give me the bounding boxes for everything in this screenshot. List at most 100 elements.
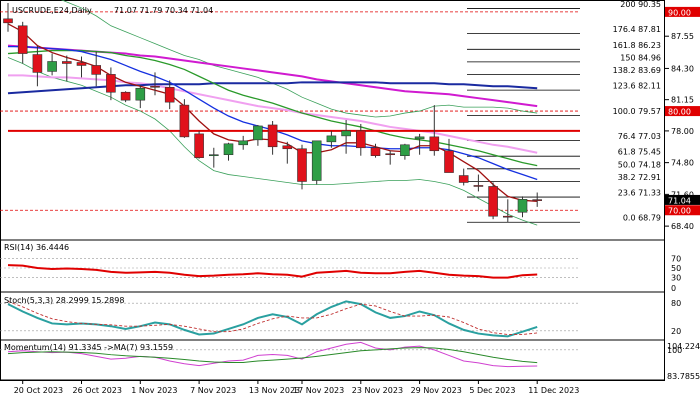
rsi-tick-label: 0 — [671, 284, 676, 293]
candle-body — [17, 25, 28, 54]
time-tick-label: 20 Oct 2023 — [14, 386, 63, 395]
time-tick-label: 11 Dec 2023 — [528, 386, 579, 395]
time-tick-label: 23 Nov 2023 — [352, 386, 403, 395]
chart-frame — [0, 0, 665, 381]
rsi-tick-label: 50 — [671, 264, 681, 273]
stoch-tick-label: 20 — [671, 327, 681, 336]
candle-body — [532, 199, 543, 201]
candle-body — [223, 143, 234, 156]
candle-body — [135, 87, 146, 101]
candle-body — [502, 215, 513, 218]
fib-label: 76.4 77.03 — [618, 132, 661, 141]
momentum-tick-label: 83.7855 — [667, 372, 700, 381]
fib-label: 200 90.35 — [620, 0, 661, 9]
time-tick-label: 5 Dec 2023 — [469, 386, 515, 395]
momentum-tick-label: 104.2248 — [667, 342, 700, 351]
fib-label: 161.8 86.23 — [613, 41, 661, 50]
fib-label: 100.0 79.57 — [613, 107, 661, 116]
candle-body — [253, 125, 263, 141]
price-tick-label: 78.00 — [671, 127, 694, 136]
price-tick-label: 68.40 — [671, 222, 694, 231]
candle-body — [370, 147, 381, 157]
indicator-panels — [0, 258, 580, 368]
candle-body — [444, 150, 454, 173]
fibonacci-levels: 200 90.35 176.4 87.81 161.8 86.23 150 84.96… — [0, 0, 661, 223]
candle-body — [517, 199, 528, 213]
red-price-tag-label: 90.00 — [668, 8, 691, 17]
price-tick-label: 81.15 — [671, 96, 694, 105]
candle-body — [297, 148, 307, 182]
candle-body — [429, 136, 440, 152]
momentum-tick-label: 100 — [667, 346, 682, 355]
price-tick-label: 87.55 — [671, 32, 694, 41]
fib-label: 0.0 68.79 — [623, 214, 661, 223]
candle-body — [341, 130, 351, 137]
red-price-tag — [665, 205, 700, 216]
stoch-title: Stoch(5,3,3) 28.2999 15.2898 — [4, 296, 124, 305]
momentum-ma-line — [7, 347, 538, 364]
price-tags: 90.00 80.00 70.00 71.04 — [665, 6, 700, 216]
candle-body — [473, 185, 484, 187]
bollinger-upper-line — [60, 0, 538, 118]
candle-body — [194, 133, 204, 158]
candle-body — [326, 135, 337, 143]
fib-label: 138.2 83.69 — [613, 66, 661, 75]
red-price-tag-label: 80.00 — [668, 108, 691, 117]
bollinger-lower-line — [7, 57, 538, 226]
candle-body — [91, 65, 101, 75]
time-tick-label: 29 Nov 2023 — [411, 386, 462, 395]
fib-label: 61.8 75.45 — [618, 148, 661, 157]
fib-label: 150 84.96 — [620, 53, 661, 62]
candle-body — [61, 61, 72, 64]
time-tick-label: 1 Nov 2023 — [131, 386, 177, 395]
rsi-title: RSI(14) 36.4446 — [4, 243, 69, 252]
stoch-tick-label: 80 — [671, 299, 681, 308]
fib-label: 123.6 82.11 — [613, 82, 661, 91]
chart-header-symbol: USCRUDE,E24,Daily — [12, 6, 92, 15]
red-price-tag — [665, 106, 700, 117]
magenta-ma-line — [7, 44, 538, 108]
candle-body — [385, 153, 396, 156]
candle-body — [458, 175, 469, 183]
price-tick-label: 74.80 — [671, 159, 694, 168]
rsi-tick-label: 70 — [671, 254, 681, 263]
navy-ma-line — [7, 81, 538, 95]
candle-body — [311, 140, 322, 181]
chart-header-ohlc: 71.07 71.79 70.34 71.04 — [114, 6, 213, 15]
plot-border — [0, 0, 665, 381]
candle-body — [488, 186, 498, 217]
candle-body — [32, 54, 43, 73]
candle-body — [76, 62, 87, 66]
candle-body — [106, 74, 116, 93]
candle-body — [355, 130, 366, 149]
candle-body — [150, 85, 160, 88]
stoch-d-line — [7, 300, 538, 335]
candle-body — [267, 124, 278, 148]
candle-body — [179, 104, 190, 138]
time-tick-label: 17 Nov 2023 — [293, 386, 344, 395]
momentum-line — [7, 341, 538, 368]
price-tick-label: 84.30 — [671, 64, 694, 73]
fib-label: 176.4 87.81 — [613, 25, 661, 34]
axes: 87.5584.3081.1578.0074.8071.6068.4070503… — [14, 32, 700, 395]
fib-label: 23.6 71.33 — [618, 189, 661, 198]
candle-body — [400, 144, 410, 157]
last-price-label: 71.04 — [668, 196, 691, 205]
last-price-tag — [665, 194, 700, 205]
time-tick-label: 13 Nov 2023 — [249, 386, 300, 395]
fib-label: 38.2 72.91 — [618, 173, 661, 182]
time-tick-label: 26 Oct 2023 — [73, 386, 122, 395]
candle-body — [282, 145, 293, 150]
rsi-line — [7, 264, 538, 279]
blue-ma-line — [8, 45, 538, 181]
candle-body — [164, 86, 175, 103]
fib-label: 50.0 74.18 — [618, 160, 661, 169]
candle-body — [209, 154, 219, 157]
price-tick-label: 71.60 — [671, 190, 694, 199]
candle-body — [47, 61, 57, 72]
candle-body — [414, 136, 425, 140]
candlesticks — [3, 2, 543, 223]
time-tick-label: 7 Nov 2023 — [190, 386, 236, 395]
rsi-tick-label: 30 — [671, 274, 681, 283]
